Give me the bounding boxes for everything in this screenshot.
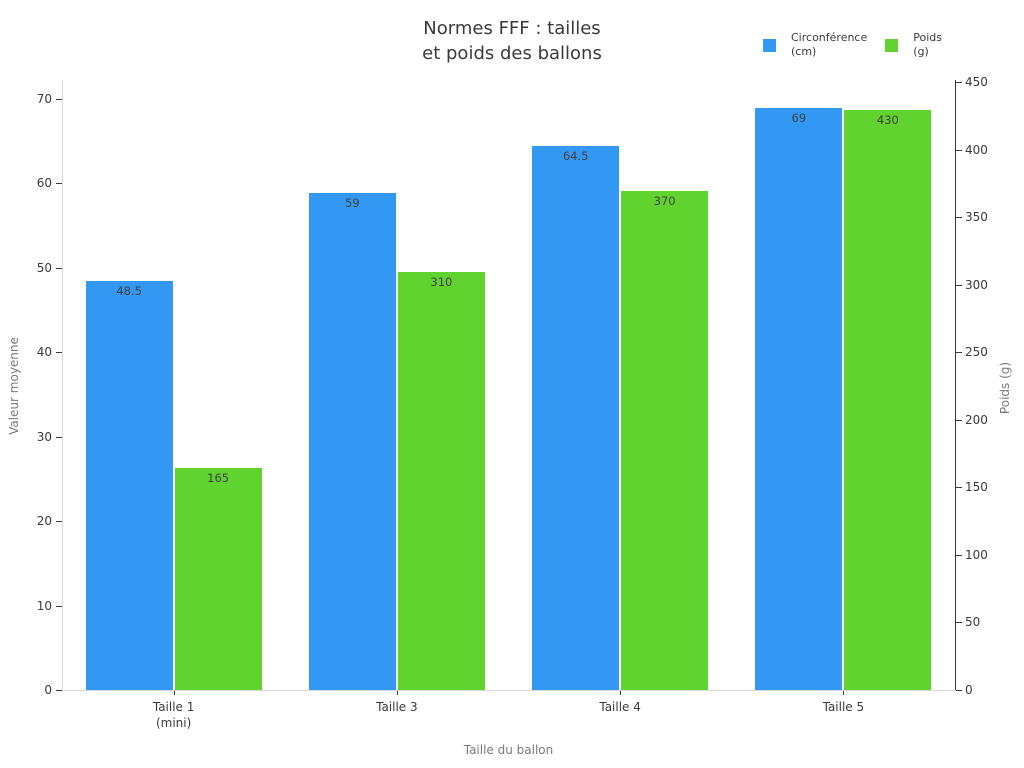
x-tick-label-line: Taille 1 (152, 700, 195, 714)
legend-item-label-line: (g) (913, 45, 929, 58)
bar-value-label: 69 (791, 111, 807, 126)
legend-item-label: Circonférence (cm) (791, 31, 867, 59)
y-axis-title-left: Valeur moyenne (7, 337, 21, 435)
left-axis-tick-label: 0 (44, 683, 52, 697)
left-axis-tick-mark (56, 352, 62, 354)
bar-poids-group-1 (173, 467, 263, 690)
bar-value-label: 165 (207, 471, 230, 486)
right-axis-tick-label: 350 (965, 210, 988, 225)
right-axis-tick-mark (956, 352, 962, 354)
legend-item: Poids (g) (885, 31, 942, 59)
legend-swatch-icon (763, 38, 776, 52)
left-axis-tick-label: 40 (36, 345, 52, 360)
bar-value-label: 64.5 (562, 149, 589, 164)
left-spine (62, 80, 63, 690)
left-axis-tick-mark (56, 436, 62, 438)
x-tick-label-line: Taille 5 (822, 700, 865, 714)
x-tick-label: Taille 5 (773, 699, 913, 715)
chart-title-line1: Normes FFF : tailles (423, 18, 601, 39)
legend-item-label: Poids (g) (913, 31, 942, 59)
right-axis-tick-mark (956, 554, 962, 556)
bar-poids-group-2 (396, 271, 486, 690)
right-axis-tick-mark (956, 690, 962, 691)
left-axis-tick-label: 50 (36, 260, 52, 275)
x-axis-tick-mark (396, 691, 398, 695)
left-axis-tick-mark (56, 690, 62, 691)
bar-circonference-group-2 (307, 191, 397, 690)
bar-value-label: 59 (345, 195, 360, 210)
right-axis-tick-label: 450 (965, 75, 988, 90)
x-tick-label-line: (mini) (155, 716, 192, 730)
y-axis-title-right: Poids (g) (998, 361, 1012, 415)
right-axis-tick-mark (956, 419, 962, 421)
left-axis-tick-label: 60 (36, 176, 52, 191)
right-axis-tick-label: 0 (965, 683, 973, 697)
legend-item-label-line: Circonférence (791, 31, 868, 44)
left-axis-tick-mark (56, 521, 62, 523)
bar-value-label: 48.5 (116, 284, 142, 299)
right-axis-tick-mark (956, 487, 962, 489)
right-axis-tick-label: 150 (965, 480, 988, 495)
x-tick-label: Taille 1 (mini) (104, 699, 244, 731)
left-axis-tick-mark (56, 267, 62, 269)
legend-item: Circonférence (cm) (763, 31, 867, 59)
left-axis-tick-mark (56, 605, 62, 607)
bar-circonference-group-3 (531, 145, 621, 690)
left-axis-tick-mark (56, 183, 62, 185)
right-axis-tick-mark (956, 82, 962, 84)
bar-circonference-group-4 (754, 107, 844, 690)
left-axis-tick-label: 10 (36, 598, 52, 613)
left-axis-tick-label: 30 (36, 429, 52, 444)
right-axis-tick-label: 200 (965, 412, 988, 427)
right-axis-tick-mark (956, 284, 962, 286)
x-tick-label: Taille 4 (550, 699, 690, 715)
left-axis-tick-label: 70 (36, 91, 52, 106)
left-axis-tick-mark (56, 98, 62, 100)
right-axis-tick-label: 300 (965, 277, 988, 292)
x-axis-tick-mark (620, 691, 622, 695)
right-axis-tick-label: 400 (965, 142, 988, 157)
x-tick-label: Taille 3 (327, 699, 467, 715)
right-axis-tick-mark (956, 217, 962, 219)
x-axis-title: Taille du ballon (463, 743, 554, 757)
legend-swatch-icon (885, 38, 899, 52)
x-axis-tick-mark (843, 691, 845, 695)
bar-circonference-group-1 (84, 280, 174, 690)
chart-title: Normes FFF : tailles et poids des ballon… (0, 16, 1024, 66)
right-axis-tick-label: 250 (965, 345, 988, 360)
legend-item-label-line: Poids (913, 31, 942, 44)
left-axis-tick-label: 20 (36, 514, 52, 529)
legend-item-label-line: (cm) (791, 45, 817, 58)
bar-poids-group-3 (620, 190, 710, 690)
right-axis-tick-label: 100 (965, 547, 988, 562)
bottom-spine (62, 690, 956, 691)
chart-title-line2: et poids des ballons (422, 43, 602, 64)
bar-value-label: 430 (876, 113, 899, 128)
right-axis-tick-label: 50 (965, 615, 981, 630)
bar-poids-group-4 (843, 109, 933, 690)
right-axis-tick-mark (956, 622, 962, 624)
bar-value-label: 310 (430, 275, 453, 290)
x-axis-tick-mark (173, 691, 175, 695)
right-axis-tick-mark (956, 149, 962, 151)
bar-value-label: 370 (653, 194, 676, 209)
x-tick-label-line: Taille 3 (376, 700, 418, 714)
legend: Circonférence (cm) Poids (g) (763, 31, 942, 59)
right-spine (955, 80, 956, 690)
x-tick-label-line: Taille 4 (599, 700, 641, 714)
